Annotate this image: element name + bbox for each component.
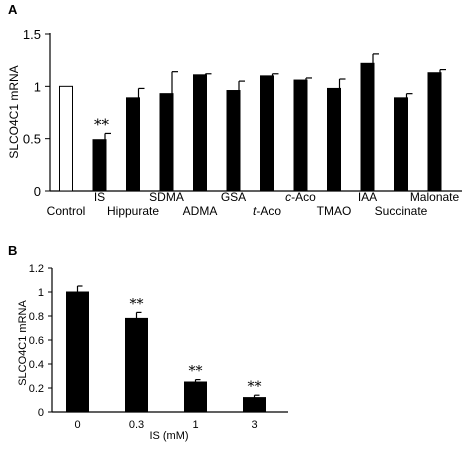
panel-b-y-ticks: 0 0.2 0.4 0.6 0.8 1 1.2 xyxy=(29,263,52,419)
panel-b-y-tick-label: 0.8 xyxy=(29,311,44,323)
panel-a-letter: A xyxy=(8,2,18,17)
category-label-iaa: IAA xyxy=(358,190,377,204)
category-label-hippurate: Hippurate xyxy=(107,204,159,218)
panel-b-y-tick-label: 1.2 xyxy=(29,263,44,275)
panel-b-y-tick-label: 0.2 xyxy=(29,383,44,395)
panel-a-bars: ** xyxy=(59,53,446,192)
panel-a-y-axis-label: SLCO4C1 mRNA xyxy=(7,65,21,158)
significance-marker: ** xyxy=(248,379,262,395)
bar-iaa xyxy=(360,62,375,192)
category-label-t-aco: t-Aco xyxy=(253,204,281,218)
panel-a-y-tick-label: 0.5 xyxy=(23,132,41,147)
bar-hippurate xyxy=(126,97,140,192)
bar-is xyxy=(92,139,107,192)
bar-sdma xyxy=(159,93,174,192)
bar-gsa xyxy=(226,90,241,192)
panel-b: B SLCO4C1 mRNA IS (mM) 0 0.2 0.4 0.6 0.8 1 1.2… xyxy=(8,243,288,442)
panel-a: A SLCO4C1 mRNA 0 0.5 1 1.5 ** Control ISHipp… xyxy=(7,2,462,218)
category-label-c-aco: c-Aco xyxy=(285,190,316,204)
panel-a-y-ticks: 0 0.5 1 1.5 xyxy=(23,27,50,199)
category-label-tmao: TMAO xyxy=(317,204,352,218)
category-label-adma: ADMA xyxy=(183,204,218,218)
bar-c-aco xyxy=(293,79,308,192)
panel-b-letter: B xyxy=(8,243,17,258)
category-label-control: Control xyxy=(47,204,86,218)
panel-b-bars: ** ** ** xyxy=(66,285,266,413)
panel-b-y-tick-label: 1 xyxy=(38,287,44,299)
bar-is-3 xyxy=(243,397,266,413)
bar-tmao xyxy=(327,87,341,192)
significance-marker: ** xyxy=(189,364,203,380)
panel-a-y-tick-label: 1.5 xyxy=(23,27,41,42)
category-label-is: IS xyxy=(94,190,105,204)
category-label-succinate: Succinate xyxy=(375,204,428,218)
dose-label-0: 0 xyxy=(74,419,80,431)
category-label-sdma: SDMA xyxy=(149,190,184,204)
bar-succinate xyxy=(394,97,408,192)
panel-b-y-tick-label: 0 xyxy=(38,407,44,419)
bar-t-aco xyxy=(260,75,274,192)
dose-label-3: 3 xyxy=(251,419,257,431)
panel-b-x-labels: 0 0.3 1 3 xyxy=(74,419,257,431)
panel-b-y-axis-label: SLCO4C1 mRNA xyxy=(17,300,29,386)
bar-is-0-3 xyxy=(125,317,148,413)
category-label-gsa: GSA xyxy=(221,190,246,204)
panel-a-y-tick-label: 1 xyxy=(34,79,41,94)
dose-label-0-3: 0.3 xyxy=(129,419,144,431)
panel-a-y-tick-label: 0 xyxy=(34,184,41,199)
bar-is-0 xyxy=(66,291,89,413)
panel-b-y-tick-label: 0.4 xyxy=(29,359,44,371)
bar-adma xyxy=(193,74,207,192)
significance-marker: ** xyxy=(94,115,110,133)
bar-is-1 xyxy=(184,381,207,413)
category-label-malonate: Malonate xyxy=(410,190,460,204)
dose-label-1: 1 xyxy=(192,419,198,431)
significance-marker: ** xyxy=(130,296,144,312)
panel-a-axes xyxy=(49,33,462,192)
bar-control xyxy=(59,85,73,192)
panel-b-x-axis-label: IS (mM) xyxy=(149,430,188,442)
bar-malonate xyxy=(427,72,442,192)
panel-b-y-tick-label: 0.6 xyxy=(29,335,44,347)
